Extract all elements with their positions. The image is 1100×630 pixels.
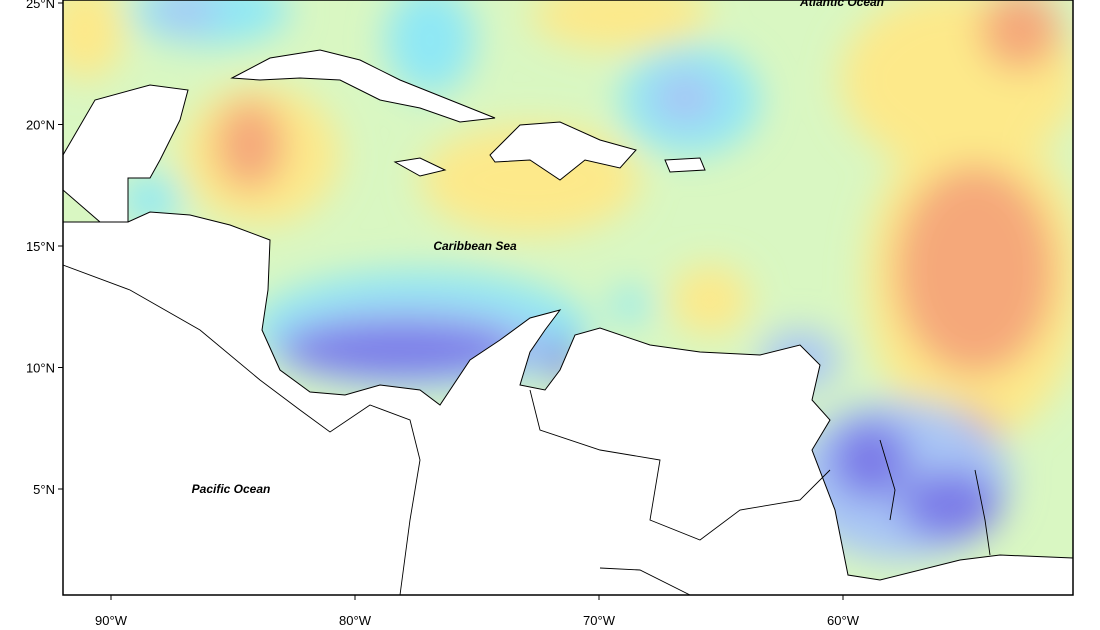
pacific-coast bbox=[63, 264, 421, 595]
map-area bbox=[63, 0, 1073, 595]
lon-tick-label: 90°W bbox=[95, 613, 128, 628]
lat-tick-label: 15°N bbox=[26, 239, 55, 254]
field-anomalies bbox=[63, 0, 1073, 560]
lat-tick-label: 10°N bbox=[26, 361, 55, 376]
hispaniola bbox=[489, 121, 637, 181]
country-borders bbox=[529, 389, 991, 595]
yucatan bbox=[63, 84, 189, 223]
lat-tick-label: 20°N bbox=[26, 118, 55, 133]
lat-tick-label: 5°N bbox=[33, 482, 55, 497]
lon-tick-label: 70°W bbox=[583, 613, 616, 628]
lon-tick-label: 80°W bbox=[339, 613, 372, 628]
jamaica bbox=[393, 157, 447, 177]
place-label: Atlantic Ocean bbox=[799, 0, 884, 9]
map-frame bbox=[62, 0, 1074, 596]
lat-tick-label: 25°N bbox=[26, 0, 55, 11]
place-label: Caribbean Sea bbox=[433, 239, 517, 253]
place-label: Pacific Ocean bbox=[192, 482, 271, 496]
puerto-rico bbox=[664, 157, 706, 173]
mainland bbox=[63, 211, 1073, 595]
lon-tick-label: 60°W bbox=[827, 613, 860, 628]
cuba bbox=[230, 49, 496, 123]
